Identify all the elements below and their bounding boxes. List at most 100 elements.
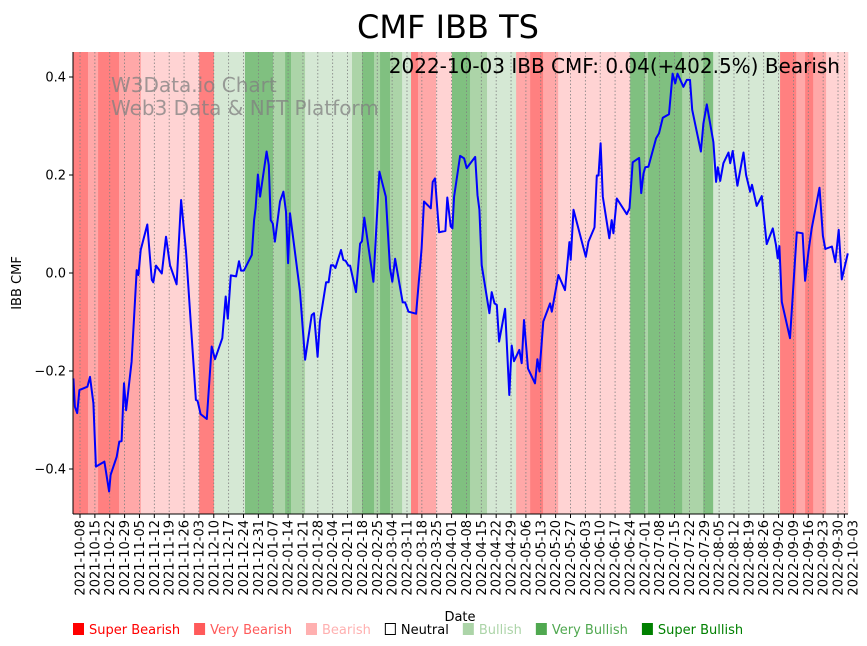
x-tick-label: 2022-03-18 — [415, 520, 430, 596]
x-tick-label: 2022-08-19 — [742, 520, 757, 596]
x-tick-label: 2022-07-22 — [683, 520, 698, 596]
x-tick-label: 2022-10-03 — [846, 520, 861, 596]
x-tick-label: 2021-10-08 — [74, 520, 89, 596]
band-very-bullish — [645, 52, 649, 514]
x-tick-label: 2022-05-13 — [534, 520, 549, 596]
x-tick-label: 2022-07-08 — [653, 520, 668, 596]
x-tick-label: 2022-01-14 — [282, 520, 297, 596]
y-tick-label: 0.4 — [45, 71, 66, 86]
x-tick-label: 2022-06-17 — [609, 520, 624, 596]
x-tick-label: 2021-11-05 — [133, 520, 148, 596]
x-tick-label: 2021-12-10 — [207, 520, 222, 596]
x-tick-label: 2022-08-12 — [727, 520, 742, 596]
x-tick-label: 2022-03-04 — [386, 520, 401, 596]
watermark-line-2: Web3 Data & NFT Platform — [111, 96, 379, 120]
legend-label: Very Bullish — [552, 623, 628, 638]
band-very-bullish — [273, 52, 286, 514]
x-tick-label: 2022-07-15 — [668, 520, 683, 596]
x-tick-label: 2022-04-08 — [460, 520, 475, 596]
y-tick-label: −0.2 — [34, 365, 66, 380]
x-gridlines — [79, 52, 845, 514]
band-bearish — [140, 52, 200, 514]
band-very-bearish — [516, 52, 531, 514]
x-tick-label: 2022-06-10 — [594, 520, 609, 596]
y-ticks: −0.4 −0.2 0.0 0.2 0.4 — [34, 71, 73, 478]
band-very-bullish — [390, 52, 403, 514]
x-tick-label: 2022-09-02 — [772, 520, 787, 596]
x-tick-label: 2022-04-01 — [445, 520, 460, 596]
x-tick-label: 2021-11-19 — [163, 520, 178, 596]
band-bearish — [436, 52, 453, 514]
y-tick-label: 0.2 — [45, 169, 66, 184]
band-super-bearish — [530, 52, 544, 514]
x-tick-label: 2022-02-04 — [326, 520, 341, 596]
band-super-bearish — [805, 52, 814, 514]
x-tick-label: 2022-06-24 — [623, 520, 638, 596]
legend-label: Super Bearish — [89, 623, 180, 638]
legend-label: Bearish — [322, 623, 371, 638]
x-tick-label: 2021-10-15 — [88, 520, 103, 596]
y-axis-label: IBB CMF — [10, 256, 25, 310]
x-tick-label: 2022-09-16 — [802, 520, 817, 596]
band-super-bullish — [361, 52, 375, 514]
legend-swatch — [305, 623, 317, 635]
band-super-bullish — [380, 52, 391, 514]
regime-bands — [73, 52, 849, 514]
legend-label: Super Bullish — [658, 623, 743, 638]
x-tick-label: 2022-02-18 — [356, 520, 371, 596]
band-very-bearish — [813, 52, 827, 514]
x-tick-label: 2022-09-09 — [787, 520, 802, 596]
x-tick-label: 2021-10-29 — [118, 520, 133, 596]
legend-swatch — [73, 623, 84, 635]
legend-label: Very Bearish — [210, 623, 292, 638]
legend-swatch — [535, 623, 547, 635]
x-tick-label: 2022-04-22 — [490, 520, 505, 596]
band-bullish — [487, 52, 517, 514]
y-tick-label: −0.4 — [34, 463, 66, 478]
x-tick-label: 2021-11-26 — [178, 520, 193, 596]
x-tick-label: 2021-12-17 — [222, 520, 237, 596]
band-bearish — [558, 52, 631, 514]
x-tick-label: 2021-11-12 — [148, 520, 163, 596]
x-tick-label: 2022-07-29 — [698, 520, 713, 596]
band-super-bullish — [703, 52, 714, 514]
legend-label: Neutral — [401, 623, 449, 638]
x-tick-label: 2022-06-03 — [579, 520, 594, 596]
x-tick-label: 2022-01-21 — [296, 520, 311, 596]
legend-swatch — [462, 623, 474, 635]
x-tick-label: 2022-01-07 — [267, 520, 282, 596]
legend-label: Bullish — [479, 623, 522, 638]
x-ticks: 2021-10-08 2021-10-15 2021-10-22 2021-10-29… — [74, 514, 861, 596]
x-tick-label: 2022-03-11 — [400, 520, 415, 596]
band-very-bearish — [119, 52, 142, 514]
x-tick-label: 2022-02-25 — [371, 520, 386, 596]
legend: Super Bearish Very Bearish Bearish Neutral B… — [73, 623, 743, 638]
band-super-bullish — [647, 52, 683, 514]
band-super-bearish — [73, 52, 89, 514]
band-super-bearish — [411, 52, 419, 514]
band-super-bearish — [780, 52, 797, 514]
band-super-bearish — [98, 52, 120, 514]
x-tick-label: 2022-07-01 — [638, 520, 653, 596]
band-very-bullish — [470, 52, 488, 514]
band-very-bearish — [88, 52, 99, 514]
watermark-line-1: W3Data.io Chart — [111, 73, 277, 97]
x-tick-label: 2022-04-15 — [475, 520, 490, 596]
legend-swatch — [641, 623, 653, 635]
x-tick-label: 2022-05-06 — [519, 520, 534, 596]
x-tick-label: 2021-12-03 — [192, 520, 207, 596]
band-bullish — [713, 52, 781, 514]
band-super-bullish — [244, 52, 274, 514]
band-super-bearish — [199, 52, 215, 514]
chart-title: CMF IBB TS — [357, 8, 539, 46]
x-tick-label: 2022-08-26 — [757, 520, 772, 596]
cmf-line — [72, 72, 849, 493]
x-tick-label: 2021-12-31 — [252, 520, 267, 596]
band-super-bullish — [452, 52, 471, 514]
x-tick-label: 2022-03-25 — [430, 520, 445, 596]
x-tick-label: 2021-10-22 — [103, 520, 118, 596]
x-tick-label: 2022-09-30 — [832, 520, 847, 596]
band-bearish — [826, 52, 849, 514]
band-very-bullish — [682, 52, 704, 514]
